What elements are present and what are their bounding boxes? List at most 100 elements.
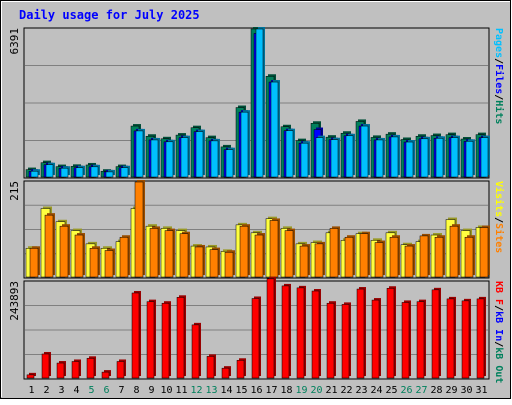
day-label-24: 24: [370, 385, 382, 396]
bar-kbf-day-11: [176, 297, 185, 379]
day-label-27: 27: [415, 385, 427, 396]
legend-top-entry-1: /: [493, 58, 504, 64]
bar-pages-day-31: [480, 137, 489, 178]
bar-pages-day-27: [420, 138, 429, 178]
day-label-17: 17: [265, 385, 277, 396]
day-label-23: 23: [355, 385, 367, 396]
bar-sites-day-20: [314, 243, 324, 278]
bar-kbf-day-10: [161, 302, 170, 379]
bar-pages-day-11: [180, 137, 189, 178]
legend-mid-entry-0: Visits: [493, 181, 505, 217]
day-label-15: 15: [235, 385, 247, 396]
bar-kbf-day-30: [461, 300, 470, 379]
bar-kbf-day-15: [236, 360, 245, 379]
bottom-panel: [23, 276, 490, 380]
bar-pages-day-2: [45, 164, 54, 178]
bar-pages-day-30: [465, 141, 474, 178]
bar-pages-day-8: [135, 130, 144, 178]
legend-top-entry-0: Pages: [493, 28, 504, 58]
bar-sites-day-14: [224, 252, 234, 278]
legend-top-text: Pages/Files/Hits: [493, 28, 505, 124]
bar-sites-day-27: [419, 235, 429, 278]
day-axis-labels: 1 2 3 4 5 6 7 8 9 10 11 12 13 14 15 16 17 18 19 20 21 22 23 24 2…: [28, 385, 487, 396]
bar-kbf-day-8: [131, 292, 140, 379]
bar-pages-day-23: [360, 125, 369, 178]
bar-kbf-day-23: [356, 288, 365, 379]
legend-bot-entry-1: /: [493, 305, 504, 311]
bar-pages-day-16: [255, 28, 264, 178]
day-label-3: 3: [58, 385, 64, 396]
bar-sites-day-5: [89, 248, 99, 278]
bar-kbf-day-26: [401, 302, 410, 379]
bar-sites-day-13: [209, 249, 219, 278]
bar-kbf-day-19: [296, 287, 305, 379]
bar-kbf-day-25: [386, 288, 395, 379]
bar-kbf-day-1: [26, 374, 35, 379]
bar-sites-day-2: [44, 214, 54, 278]
bar-kbf-day-18: [281, 285, 290, 379]
top-panel-legend: Pages/Files/Hits: [493, 28, 505, 124]
day-label-22: 22: [340, 385, 352, 396]
bar-sites-day-12: [194, 246, 204, 278]
bar-kbf-day-17: [266, 278, 275, 379]
day-label-7: 7: [118, 385, 124, 396]
day-label-8: 8: [133, 385, 139, 396]
top-panel-max-label: 6391: [8, 28, 21, 55]
legend-bot-entry-4: kB Out: [493, 347, 504, 383]
bar-sites-day-31: [479, 227, 489, 278]
bar-sites-day-19: [299, 245, 309, 278]
middle-panel-legend: Visits/Sites: [493, 181, 505, 253]
bar-pages-day-28: [435, 138, 444, 178]
bar-kbf-day-6: [101, 371, 110, 379]
legend-bot-text: KB F/kB In/kB Out: [493, 281, 504, 383]
bar-sites-day-8: [134, 181, 144, 278]
bottom-panel-legend: KB F/kB In/kB Out: [493, 281, 504, 383]
bar-kbf-day-28: [431, 289, 440, 379]
bar-kbf-day-14: [221, 367, 230, 379]
bar-sites-day-9: [149, 228, 159, 278]
day-label-25: 25: [385, 385, 397, 396]
bar-sites-day-28: [434, 236, 444, 278]
day-label-13: 13: [205, 385, 217, 396]
bar-sites-day-30: [464, 236, 474, 278]
bar-sites-day-18: [284, 230, 294, 278]
bar-sites-day-3: [59, 225, 69, 278]
bar-pages-day-26: [405, 141, 414, 178]
middle-panel-max-label: 215: [8, 181, 21, 201]
bar-pages-day-7: [120, 167, 129, 178]
bottom-panel-max-label: 243893: [8, 281, 21, 321]
legend-mid-entry-1: /: [493, 217, 504, 223]
bar-pages-day-29: [450, 137, 459, 178]
legend-mid-entry-2: Sites: [493, 223, 505, 253]
bar-pages-day-17: [270, 81, 279, 178]
bar-pages-day-22: [345, 135, 354, 178]
bar-kbf-day-9: [146, 301, 155, 379]
bar-sites-day-26: [404, 245, 414, 278]
bar-pages-day-1: [30, 170, 39, 178]
bar-kbf-day-24: [371, 299, 380, 379]
day-label-30: 30: [460, 385, 472, 396]
bar-sites-day-25: [389, 236, 399, 278]
bar-kbf-day-21: [326, 302, 335, 379]
legend-top-entry-2: Files: [493, 64, 505, 94]
bar-sites-day-15: [239, 225, 249, 278]
bar-sites-day-4: [74, 234, 84, 278]
day-label-1: 1: [28, 385, 34, 396]
bar-pages-day-20: [315, 137, 324, 178]
bar-kbf-day-1-shadow: [29, 372, 36, 376]
day-label-18: 18: [280, 385, 292, 396]
bar-kbf-day-3: [56, 362, 65, 379]
day-label-26: 26: [400, 385, 412, 396]
day-label-14: 14: [220, 385, 232, 396]
bar-pages-day-14: [225, 149, 234, 178]
bar-kbf-day-27: [416, 301, 425, 379]
bar-sites-day-10: [164, 230, 174, 278]
bar-sites-day-24: [374, 242, 384, 278]
day-label-28: 28: [430, 385, 442, 396]
day-label-29: 29: [445, 385, 457, 396]
bar-pages-day-13: [210, 140, 219, 178]
bar-sites-day-7: [119, 236, 129, 278]
bar-pages-day-19: [300, 142, 309, 178]
